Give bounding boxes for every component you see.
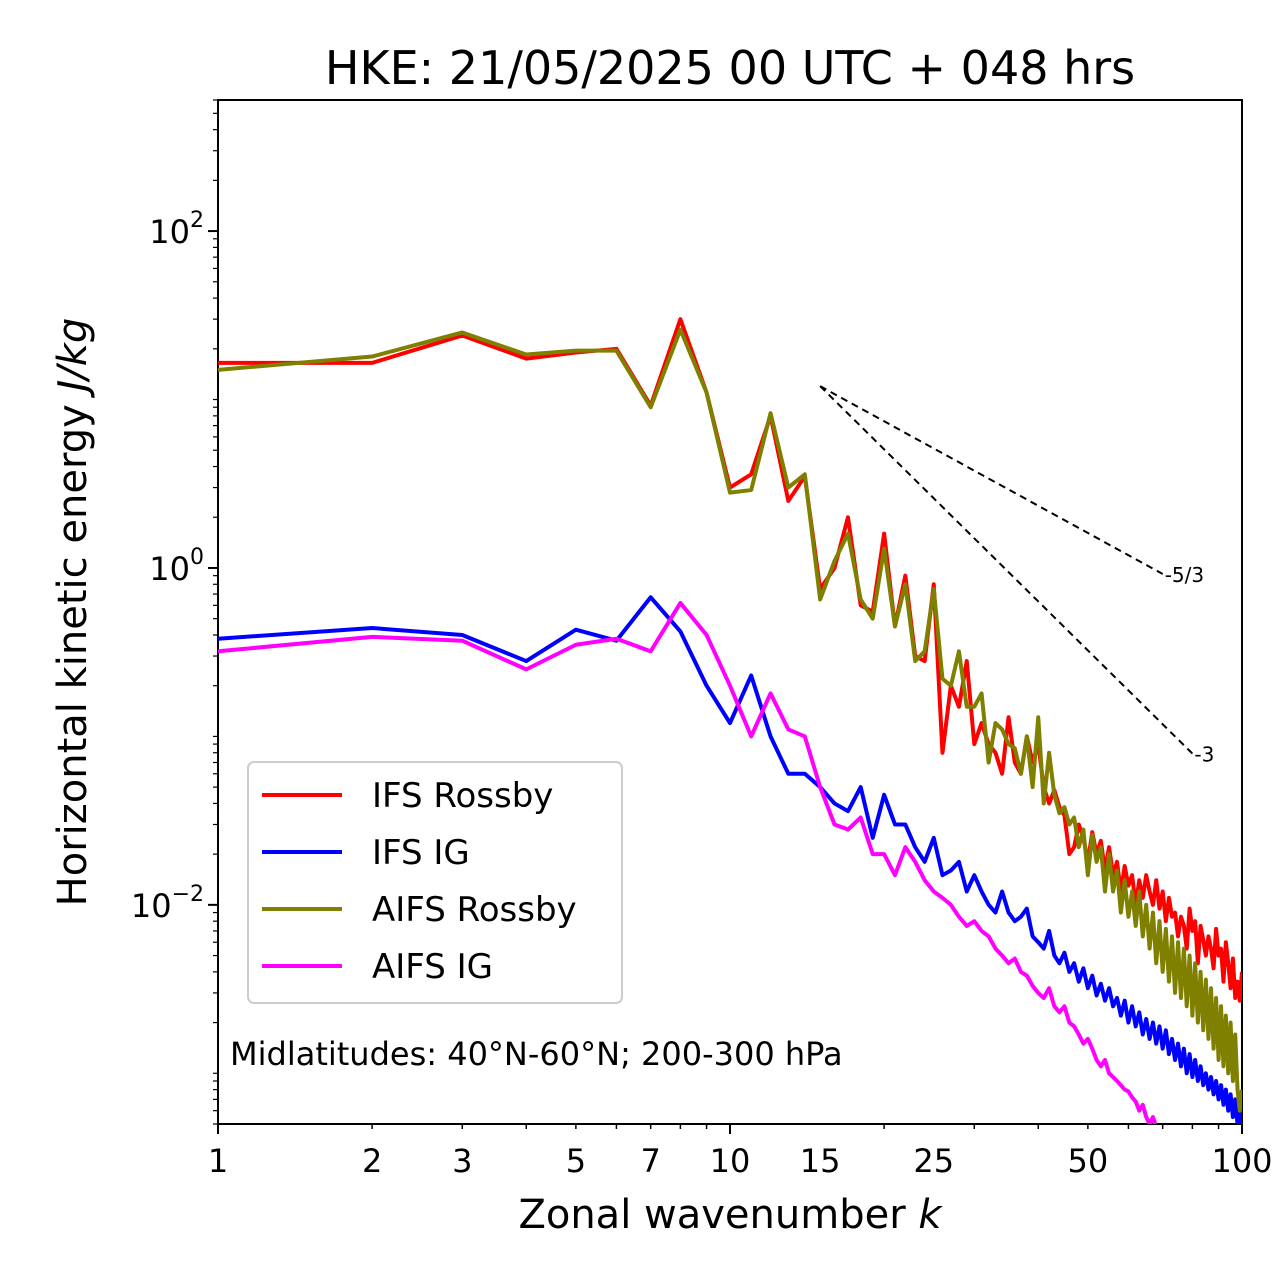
legend-label: AIFS Rossby	[372, 890, 577, 930]
x-axis-title: Zonal wavenumber k	[518, 1192, 943, 1238]
legend-label: IFS Rossby	[372, 776, 553, 816]
x-tick-label: 3	[452, 1142, 472, 1180]
y-axis-title-unit: J/kg	[50, 318, 96, 399]
x-axis-title-var: k	[918, 1192, 943, 1238]
y-tick-label: 100	[149, 545, 204, 588]
x-tick-label: 50	[1068, 1142, 1109, 1180]
y-tick-exponent: 2	[190, 208, 204, 233]
x-tick-label: 1	[208, 1142, 228, 1180]
x-tick-label: 10	[710, 1142, 751, 1180]
y-tick-label: 102	[149, 208, 204, 251]
slope-line	[819, 385, 1194, 755]
y-tick-exponent: 0	[190, 545, 204, 570]
legend: IFS Rossby IFS IG AIFS Rossby AIFS IG	[247, 761, 623, 1004]
x-tick-label: 7	[641, 1142, 661, 1180]
y-tick-base: 10	[131, 887, 172, 925]
y-tick-base: 10	[149, 550, 190, 588]
legend-label: IFS IG	[372, 833, 470, 873]
x-tick-label: 15	[800, 1142, 841, 1180]
x-tick-label: 25	[913, 1142, 954, 1180]
legend-entries: IFS Rossby IFS IG AIFS Rossby AIFS IG	[262, 776, 577, 987]
legend-label: AIFS IG	[372, 947, 493, 987]
x-tick-labels: 1 2 3 5 7 10 15 25 50 100	[208, 1142, 1273, 1180]
x-tick-label: 2	[362, 1142, 382, 1180]
x-tick-label: 5	[566, 1142, 586, 1180]
series-line-ifs-ig	[218, 595, 1242, 1124]
y-tick-base: 10	[149, 213, 190, 251]
series-line-aifs-ig	[218, 600, 1158, 1124]
axis-ticks	[208, 99, 1243, 1134]
chart-title: HKE: 21/05/2025 00 UTC + 048 hrs	[325, 41, 1135, 95]
legend-box	[247, 761, 623, 1004]
series-lines	[218, 317, 1242, 1124]
reference-slopes: -5/3 -3	[819, 385, 1214, 767]
y-tick-label: 10−2	[131, 882, 204, 925]
x-tick-label: 100	[1211, 1142, 1272, 1180]
series-line-aifs-rossby	[218, 327, 1242, 1113]
slope-label: -5/3	[1165, 563, 1204, 587]
y-axis-title-main: Horizontal kinetic energy	[50, 392, 96, 907]
slope-line	[819, 385, 1164, 575]
x-axis-title-main: Zonal wavenumber	[518, 1192, 918, 1238]
y-tick-exponent: −2	[172, 882, 204, 907]
region-annotation: Midlatitudes: 40°N-60°N; 200-300 hPa	[230, 1035, 843, 1073]
slope-label: -3	[1194, 743, 1214, 767]
y-axis-title: Horizontal kinetic energy J/kg	[50, 318, 96, 907]
